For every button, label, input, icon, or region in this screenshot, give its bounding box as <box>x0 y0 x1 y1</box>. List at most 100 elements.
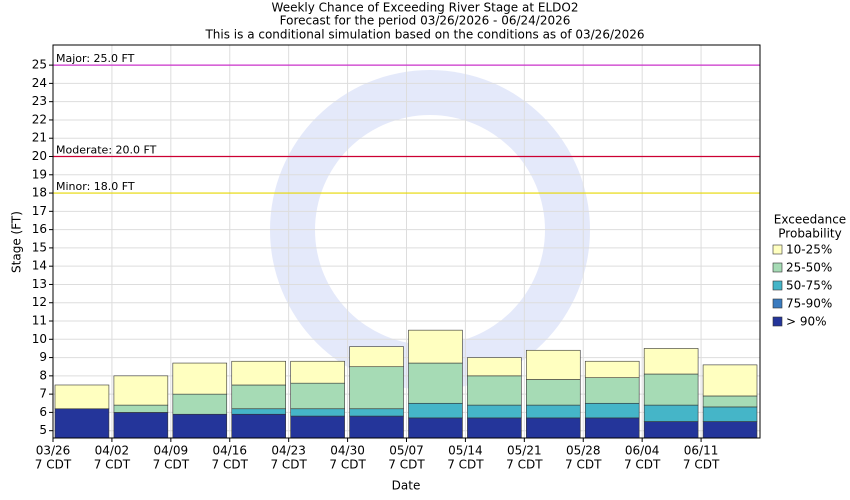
x-tick-label: 04/30 <box>330 444 365 458</box>
x-tick-sublabel: 7 CDT <box>94 458 131 472</box>
legend-title: Exceedance <box>774 213 846 227</box>
legend-swatch <box>772 316 783 327</box>
x-tick-sublabel: 7 CDT <box>212 458 249 472</box>
x-tick-sublabel: 7 CDT <box>153 458 190 472</box>
x-tick-label: 04/16 <box>212 444 247 458</box>
bar-segment <box>231 360 286 386</box>
x-tick-sublabel: 7 CDT <box>388 458 425 472</box>
bar-segment <box>584 402 640 419</box>
x-tick-label: 04/23 <box>271 444 306 458</box>
x-tick-label: 06/11 <box>684 444 719 458</box>
chart-title: Weekly Chance of Exceeding River Stage a… <box>272 1 579 15</box>
bar-segment <box>467 375 522 406</box>
legend-label: 75-90% <box>786 297 832 311</box>
y-tick-label: 12 <box>32 295 47 309</box>
bar-segment <box>584 377 640 404</box>
y-tick-label: 7 <box>39 387 47 401</box>
bar-segment <box>290 382 345 410</box>
bar-segment <box>408 362 463 404</box>
x-tick-sublabel: 7 CDT <box>624 458 661 472</box>
bar-segment <box>643 373 699 406</box>
chart-subtitle: Forecast for the period 03/26/2026 - 06/… <box>280 14 571 28</box>
x-tick-label: 03/26 <box>36 444 71 458</box>
x-tick-label: 05/28 <box>566 444 601 458</box>
y-tick-label: 8 <box>39 368 47 382</box>
bar-segment <box>54 408 110 439</box>
y-tick-label: 9 <box>39 350 47 364</box>
bar-segment <box>526 349 581 380</box>
legend-swatch <box>772 298 783 309</box>
bar-segment <box>643 348 699 375</box>
bar-segment <box>349 408 404 417</box>
threshold-label: Moderate: 20.0 FT <box>56 144 157 157</box>
x-axis-label: Date <box>392 479 421 493</box>
legend-label: > 90% <box>786 315 827 329</box>
threshold-label: Minor: 18.0 FT <box>56 180 135 193</box>
bar-segment <box>113 412 169 439</box>
x-tick-sublabel: 7 CDT <box>506 458 543 472</box>
bar-segment <box>702 364 758 397</box>
bar-segment <box>526 417 581 439</box>
x-tick-sublabel: 7 CDT <box>683 458 720 472</box>
x-tick-label: 05/14 <box>448 444 483 458</box>
chart-subtitle: This is a conditional simulation based o… <box>204 28 644 42</box>
legend-swatch <box>772 280 783 291</box>
x-tick-sublabel: 7 CDT <box>447 458 484 472</box>
bar-segment <box>349 346 404 368</box>
y-tick-label: 13 <box>32 277 47 291</box>
bar-segment <box>290 360 345 384</box>
y-tick-label: 20 <box>32 149 47 163</box>
bar-segment <box>408 417 463 439</box>
bar-segment <box>643 404 699 422</box>
x-tick-label: 05/21 <box>507 444 542 458</box>
bar-segment <box>584 360 640 378</box>
bar-segment <box>113 375 169 406</box>
bar-segment <box>231 384 286 410</box>
y-tick-label: 15 <box>32 240 47 254</box>
y-tick-label: 14 <box>32 259 47 273</box>
bar-segment <box>584 417 640 439</box>
y-tick-label: 6 <box>39 405 47 419</box>
legend-swatch <box>772 262 783 273</box>
y-tick-label: 19 <box>32 167 47 181</box>
bar-segment <box>467 417 522 439</box>
threshold-label: Major: 25.0 FT <box>56 52 135 65</box>
bar-segment <box>702 421 758 439</box>
x-tick-sublabel: 7 CDT <box>565 458 602 472</box>
bar-segment <box>467 404 522 419</box>
x-tick-sublabel: 7 CDT <box>35 458 72 472</box>
y-tick-label: 17 <box>32 204 47 218</box>
bar-segment <box>349 415 404 439</box>
bar-segment <box>172 413 228 439</box>
bar-segment <box>643 421 699 439</box>
bar-segment <box>408 402 463 419</box>
y-tick-label: 25 <box>32 58 47 72</box>
y-tick-label: 22 <box>32 112 47 126</box>
bar-segment <box>172 362 228 395</box>
bar-segment <box>349 366 404 410</box>
bar-segment <box>54 384 110 410</box>
y-tick-label: 10 <box>32 332 47 346</box>
x-tick-label: 04/02 <box>95 444 130 458</box>
bar-segment <box>172 393 228 415</box>
legend-swatch <box>772 244 783 255</box>
bar-segment <box>231 408 286 415</box>
y-axis-label: Stage (FT) <box>10 211 24 273</box>
bar-segment <box>526 379 581 406</box>
y-tick-label: 5 <box>39 423 47 437</box>
y-tick-label: 24 <box>32 76 47 90</box>
bar-segment <box>290 415 345 439</box>
bar-segment <box>702 406 758 422</box>
y-tick-label: 23 <box>32 94 47 108</box>
y-tick-label: 16 <box>32 222 47 236</box>
bar-segment <box>290 408 345 417</box>
legend-label: 10-25% <box>786 243 832 257</box>
y-tick-label: 21 <box>32 131 47 145</box>
bar-segment <box>408 329 463 364</box>
y-tick-label: 11 <box>32 314 47 328</box>
x-tick-label: 06/04 <box>625 444 660 458</box>
x-tick-label: 05/07 <box>389 444 424 458</box>
x-tick-sublabel: 7 CDT <box>270 458 307 472</box>
legend-label: 50-75% <box>786 279 832 293</box>
